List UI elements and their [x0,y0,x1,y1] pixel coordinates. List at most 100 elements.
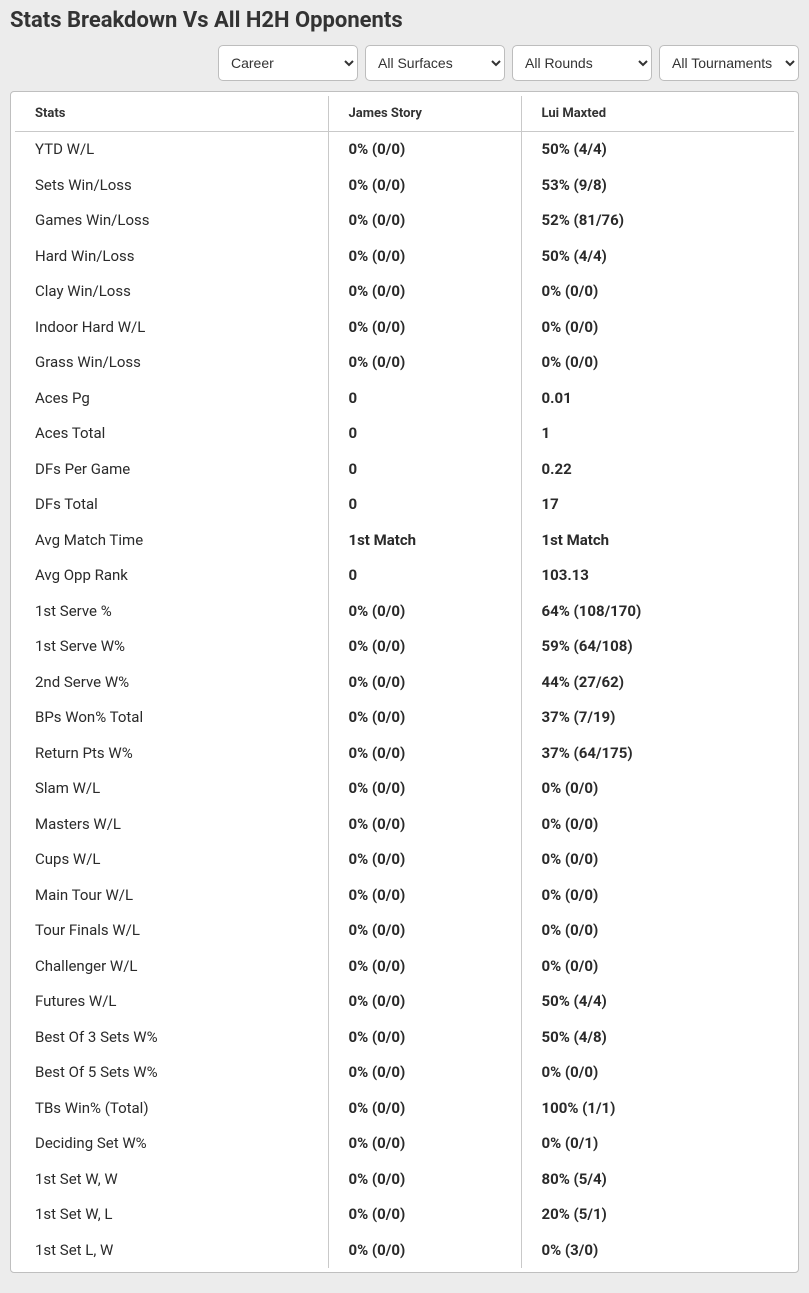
stat-label: Clay Win/Loss [15,274,328,310]
stat-label: Best Of 3 Sets W% [15,1020,328,1056]
player2-value: 52% (81/76) [521,203,794,239]
player2-value: 64% (108/170) [521,594,794,630]
table-row: Cups W/L0% (0/0)0% (0/0) [15,842,794,878]
stat-label: Deciding Set W% [15,1126,328,1162]
table-row: Sets Win/Loss0% (0/0)53% (9/8) [15,168,794,204]
table-row: Slam W/L0% (0/0)0% (0/0) [15,771,794,807]
table-row: DFs Per Game00.22 [15,452,794,488]
table-row: Best Of 5 Sets W%0% (0/0)0% (0/0) [15,1055,794,1091]
player2-value: 0% (0/0) [521,345,794,381]
player2-value: 37% (7/19) [521,700,794,736]
player2-value: 0% (0/1) [521,1126,794,1162]
filter-bar: Career All Surfaces All Rounds All Tourn… [10,45,799,81]
player1-value: 0% (0/0) [328,700,521,736]
col-header-player1: James Story [328,96,521,132]
player2-value: 0% (0/0) [521,1055,794,1091]
stat-label: Grass Win/Loss [15,345,328,381]
player2-value: 0.01 [521,381,794,417]
player2-value: 0% (0/0) [521,949,794,985]
player2-value: 17 [521,487,794,523]
player2-value: 0% (0/0) [521,807,794,843]
player1-value: 0% (0/0) [328,594,521,630]
player1-value: 0% (0/0) [328,132,521,168]
table-row: Tour Finals W/L0% (0/0)0% (0/0) [15,913,794,949]
player1-value: 0% (0/0) [328,274,521,310]
player1-value: 0% (0/0) [328,1091,521,1127]
player2-value: 0% (0/0) [521,310,794,346]
table-row: Hard Win/Loss0% (0/0)50% (4/4) [15,239,794,275]
stat-label: Aces Pg [15,381,328,417]
col-header-player2: Lui Maxted [521,96,794,132]
player1-value: 0% (0/0) [328,168,521,204]
player1-value: 0% (0/0) [328,807,521,843]
stat-label: Slam W/L [15,771,328,807]
round-select[interactable]: All Rounds [512,45,652,81]
career-select[interactable]: Career [218,45,358,81]
table-row: Indoor Hard W/L0% (0/0)0% (0/0) [15,310,794,346]
stat-label: BPs Won% Total [15,700,328,736]
table-header-row: Stats James Story Lui Maxted [15,96,794,132]
player2-value: 59% (64/108) [521,629,794,665]
stat-label: Indoor Hard W/L [15,310,328,346]
player2-value: 50% (4/8) [521,1020,794,1056]
table-row: Masters W/L0% (0/0)0% (0/0) [15,807,794,843]
player1-value: 0% (0/0) [328,949,521,985]
stat-label: 1st Set W, L [15,1197,328,1233]
player1-value: 0% (0/0) [328,1162,521,1198]
stat-label: Return Pts W% [15,736,328,772]
player1-value: 0% (0/0) [328,203,521,239]
table-row: Return Pts W%0% (0/0)37% (64/175) [15,736,794,772]
stat-label: DFs Per Game [15,452,328,488]
stats-container: Stats Breakdown Vs All H2H Opponents Car… [0,0,809,1293]
player1-value: 0 [328,487,521,523]
table-row: Aces Total01 [15,416,794,452]
player2-value: 50% (4/4) [521,239,794,275]
player2-value: 0% (0/0) [521,913,794,949]
player2-value: 1 [521,416,794,452]
player2-value: 100% (1/1) [521,1091,794,1127]
player1-value: 0% (0/0) [328,629,521,665]
player2-value: 0% (0/0) [521,771,794,807]
table-row: 1st Serve %0% (0/0)64% (108/170) [15,594,794,630]
player1-value: 0% (0/0) [328,1020,521,1056]
table-row: Main Tour W/L0% (0/0)0% (0/0) [15,878,794,914]
table-row: 1st Set W, L0% (0/0)20% (5/1) [15,1197,794,1233]
tournament-select[interactable]: All Tournaments [659,45,799,81]
table-row: Aces Pg00.01 [15,381,794,417]
player1-value: 0% (0/0) [328,878,521,914]
table-row: Avg Match Time1st Match1st Match [15,523,794,559]
stat-label: Best Of 5 Sets W% [15,1055,328,1091]
stat-label: Challenger W/L [15,949,328,985]
player1-value: 0 [328,452,521,488]
table-row: Games Win/Loss0% (0/0)52% (81/76) [15,203,794,239]
stat-label: Games Win/Loss [15,203,328,239]
page-title: Stats Breakdown Vs All H2H Opponents [10,8,799,33]
stat-label: Main Tour W/L [15,878,328,914]
stat-label: 1st Set W, W [15,1162,328,1198]
player1-value: 0% (0/0) [328,310,521,346]
stat-label: TBs Win% (Total) [15,1091,328,1127]
player1-value: 0 [328,381,521,417]
stat-label: Masters W/L [15,807,328,843]
stat-label: 1st Serve W% [15,629,328,665]
player1-value: 0% (0/0) [328,1197,521,1233]
stat-label: Tour Finals W/L [15,913,328,949]
table-row: 1st Set W, W0% (0/0)80% (5/4) [15,1162,794,1198]
stat-label: Avg Opp Rank [15,558,328,594]
player2-value: 37% (64/175) [521,736,794,772]
player1-value: 0 [328,416,521,452]
table-row: 1st Set L, W0% (0/0)0% (3/0) [15,1233,794,1269]
player2-value: 50% (4/4) [521,984,794,1020]
stat-label: Avg Match Time [15,523,328,559]
player1-value: 0% (0/0) [328,736,521,772]
player2-value: 0% (0/0) [521,274,794,310]
stat-label: DFs Total [15,487,328,523]
table-row: Deciding Set W%0% (0/0)0% (0/1) [15,1126,794,1162]
stat-label: 1st Set L, W [15,1233,328,1269]
player2-value: 44% (27/62) [521,665,794,701]
player1-value: 0% (0/0) [328,984,521,1020]
table-row: Avg Opp Rank0103.13 [15,558,794,594]
table-row: DFs Total017 [15,487,794,523]
player1-value: 0% (0/0) [328,771,521,807]
surface-select[interactable]: All Surfaces [365,45,505,81]
